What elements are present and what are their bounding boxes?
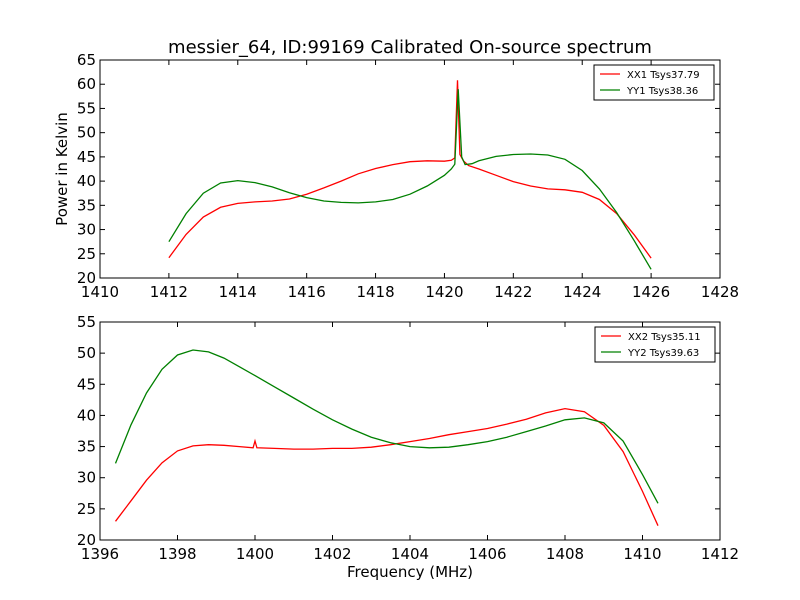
bottom-x-tick-label: 1398 bbox=[158, 545, 196, 563]
bottom-axis-ticks: 1396 1398 1400 1402 1404 1406 1408 1410 1412 20 25… bbox=[77, 313, 739, 563]
bottom-x-tick-label: 1410 bbox=[623, 545, 661, 563]
top-legend: XX1 Tsys37.79 YY1 Tsys38.36 bbox=[593, 64, 715, 101]
top-y-tick-label: 55 bbox=[77, 99, 96, 117]
top-spectrum-panel: 1410 1412 1414 1416 1418 1420 1422 1424 1426 1428… bbox=[53, 51, 739, 301]
bottom-legend-xx-label: XX2 Tsys35.11 bbox=[628, 332, 701, 343]
top-y-tick-label: 35 bbox=[77, 196, 96, 214]
top-y-tick-label: 25 bbox=[77, 245, 96, 263]
bottom-x-tick-label: 1408 bbox=[546, 545, 584, 563]
bottom-x-tick-label: 1412 bbox=[701, 545, 739, 563]
top-axis-ticks: 1410 1412 1414 1416 1418 1420 1422 1424 1426 1428… bbox=[77, 51, 739, 301]
top-legend-yy-label: YY1 Tsys38.36 bbox=[626, 86, 698, 97]
top-x-tick-label: 1416 bbox=[288, 283, 326, 301]
top-y-tick-label: 65 bbox=[77, 51, 96, 69]
bottom-x-tick-label: 1396 bbox=[81, 545, 119, 563]
bottom-y-tick-label: 50 bbox=[77, 344, 96, 362]
top-x-tick-label: 1410 bbox=[81, 283, 119, 301]
bottom-x-tick-label: 1400 bbox=[236, 545, 274, 563]
bottom-x-tick-label: 1404 bbox=[391, 545, 429, 563]
bottom-legend-yy-label: YY2 Tsys39.63 bbox=[627, 348, 699, 359]
top-x-tick-label: 1418 bbox=[356, 283, 394, 301]
bottom-y-tick-label: 40 bbox=[77, 406, 96, 424]
bottom-x-tick-label: 1406 bbox=[468, 545, 506, 563]
bottom-series-yy-line bbox=[114, 349, 659, 504]
top-series-xx-line bbox=[168, 80, 652, 259]
top-y-tick-label: 40 bbox=[77, 172, 96, 190]
top-x-tick-label: 1414 bbox=[219, 283, 257, 301]
figure-title: messier_64, ID:99169 Calibrated On-sourc… bbox=[168, 37, 652, 58]
top-y-tick-label: 20 bbox=[77, 269, 96, 287]
top-legend-xx-label: XX1 Tsys37.79 bbox=[627, 70, 700, 81]
top-x-tick-label: 1420 bbox=[425, 283, 463, 301]
top-y-tick-label: 50 bbox=[77, 124, 96, 142]
top-series-yy-line bbox=[168, 89, 652, 270]
bottom-legend-box bbox=[594, 326, 716, 363]
bottom-spectrum-panel: 1396 1398 1400 1402 1404 1406 1408 1410 1412 20 25… bbox=[77, 313, 739, 581]
top-plot-frame bbox=[99, 59, 721, 279]
top-x-tick-label: 1426 bbox=[632, 283, 670, 301]
top-x-tick-label: 1428 bbox=[701, 283, 739, 301]
bottom-y-tick-label: 45 bbox=[77, 375, 96, 393]
bottom-y-tick-label: 30 bbox=[77, 469, 96, 487]
bottom-series-xx-line bbox=[114, 407, 659, 526]
bottom-y-tick-label: 35 bbox=[77, 438, 96, 456]
bottom-y-tick-label: 20 bbox=[77, 531, 96, 549]
bottom-x-axis-label: Frequency (MHz) bbox=[347, 563, 473, 581]
top-legend-box bbox=[593, 64, 715, 101]
top-x-tick-label: 1422 bbox=[494, 283, 532, 301]
bottom-x-tick-label: 1402 bbox=[313, 545, 351, 563]
top-x-tick-label: 1412 bbox=[150, 283, 188, 301]
top-y-tick-label: 45 bbox=[77, 148, 96, 166]
top-series-lines bbox=[168, 80, 652, 270]
top-x-tick-label: 1424 bbox=[563, 283, 601, 301]
top-y-axis-label: Power in Kelvin bbox=[53, 112, 71, 226]
bottom-y-tick-label: 25 bbox=[77, 500, 96, 518]
bottom-series-lines bbox=[114, 349, 659, 526]
bottom-legend: XX2 Tsys35.11 YY2 Tsys39.63 bbox=[594, 326, 716, 363]
bottom-y-tick-label: 55 bbox=[77, 313, 96, 331]
top-y-tick-label: 30 bbox=[77, 221, 96, 239]
top-y-tick-label: 60 bbox=[77, 75, 96, 93]
